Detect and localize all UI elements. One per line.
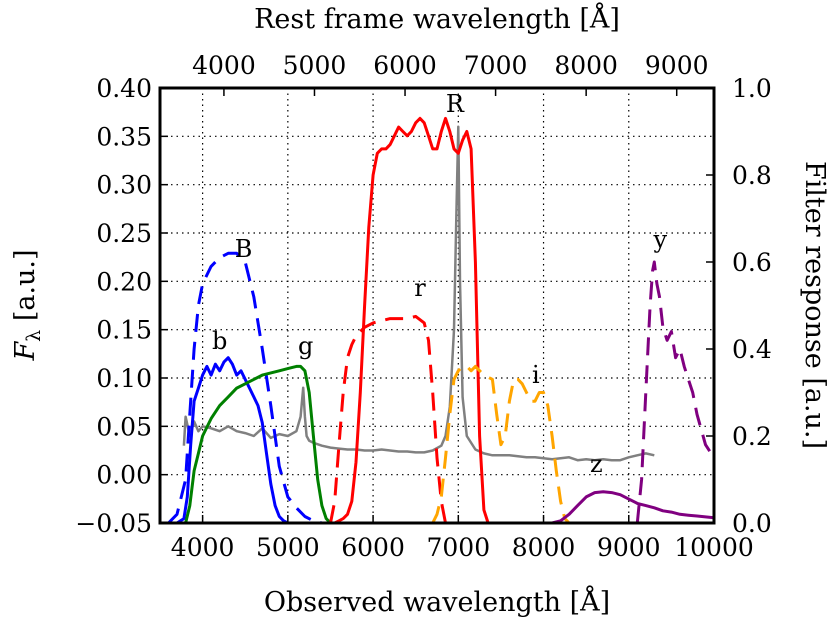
x-axis-title: Observed wavelength [Å] (264, 585, 610, 618)
y-left-tick-label-2: 0.05 (96, 412, 152, 441)
y-left-tick-label-5: 0.20 (96, 267, 152, 296)
series-r (329, 314, 447, 524)
annotation-i: i (532, 361, 540, 389)
top-tick-label-8000: 8000 (554, 51, 618, 80)
annotation-z: z (590, 450, 603, 478)
x-tick-label-6000: 6000 (341, 533, 405, 562)
series-b (176, 356, 289, 525)
x-tick-label-8000: 8000 (512, 533, 576, 562)
y-right-axis-title: Filter response [a.u.] (799, 161, 830, 449)
y-left-tick-label-6: 0.25 (96, 219, 152, 248)
top-tick-label-5000: 5000 (283, 51, 347, 80)
y-left-tick-label-4: 0.15 (96, 316, 152, 345)
x-tick-label-4000: 4000 (171, 533, 235, 562)
y-left-tick-label-8: 0.35 (96, 122, 152, 151)
annotation-g: g (298, 332, 313, 360)
y-right-tick-label-4: 0.8 (732, 161, 772, 190)
x-tick-label-5000: 5000 (256, 533, 320, 562)
top-tick-label-7000: 7000 (464, 51, 528, 80)
annotation-r: r (414, 274, 426, 302)
top-tick-label-6000: 6000 (373, 51, 437, 80)
y-left-axis-title: Fλ [a.u.] (10, 249, 45, 361)
annotation-layer: Bb g r Ri z y (212, 90, 668, 478)
series-R (334, 116, 490, 525)
y-right-tick-label-5: 1.0 (732, 74, 772, 103)
x-tick-label-9000: 9000 (597, 533, 661, 562)
series-B (167, 251, 323, 525)
y-left-tick-label-7: 0.30 (96, 171, 152, 200)
y-right-tick-label-2: 0.4 (732, 335, 772, 364)
y-right-tick-label-1: 0.2 (732, 422, 772, 451)
y-right-tick-label-0: 0.0 (732, 509, 772, 538)
top-axis-title: Rest frame wavelength [Å] (254, 2, 620, 35)
y-left-tick-label-9: 0.40 (96, 74, 152, 103)
series-spectrum (182, 125, 655, 462)
series-g (184, 364, 332, 525)
top-tick-label-9000: 9000 (645, 51, 709, 80)
series-i (431, 364, 571, 525)
y-left-tick-label-0: −0.05 (75, 509, 152, 538)
series-z (551, 490, 715, 525)
x-tick-label-10000: 10000 (674, 533, 754, 562)
annotation-R: R (446, 90, 465, 118)
top-tick-label-4000: 4000 (192, 51, 256, 80)
annotation-B: B (235, 235, 253, 263)
y-right-tick-label-3: 0.6 (732, 248, 772, 277)
annotation-b: b (212, 327, 227, 355)
annotation-y: y (653, 226, 668, 254)
ticks-layer: 4000 5000 6000 7000 8000 9000 10000 4000 5000 600… (75, 51, 771, 562)
series-layer (167, 116, 716, 525)
y-left-tick-label-3: 0.10 (96, 364, 152, 393)
y-left-tick-label-1: 0.00 (96, 461, 152, 490)
plot-frame (158, 86, 716, 525)
series-y (635, 260, 716, 524)
x-tick-label-7000: 7000 (426, 533, 490, 562)
